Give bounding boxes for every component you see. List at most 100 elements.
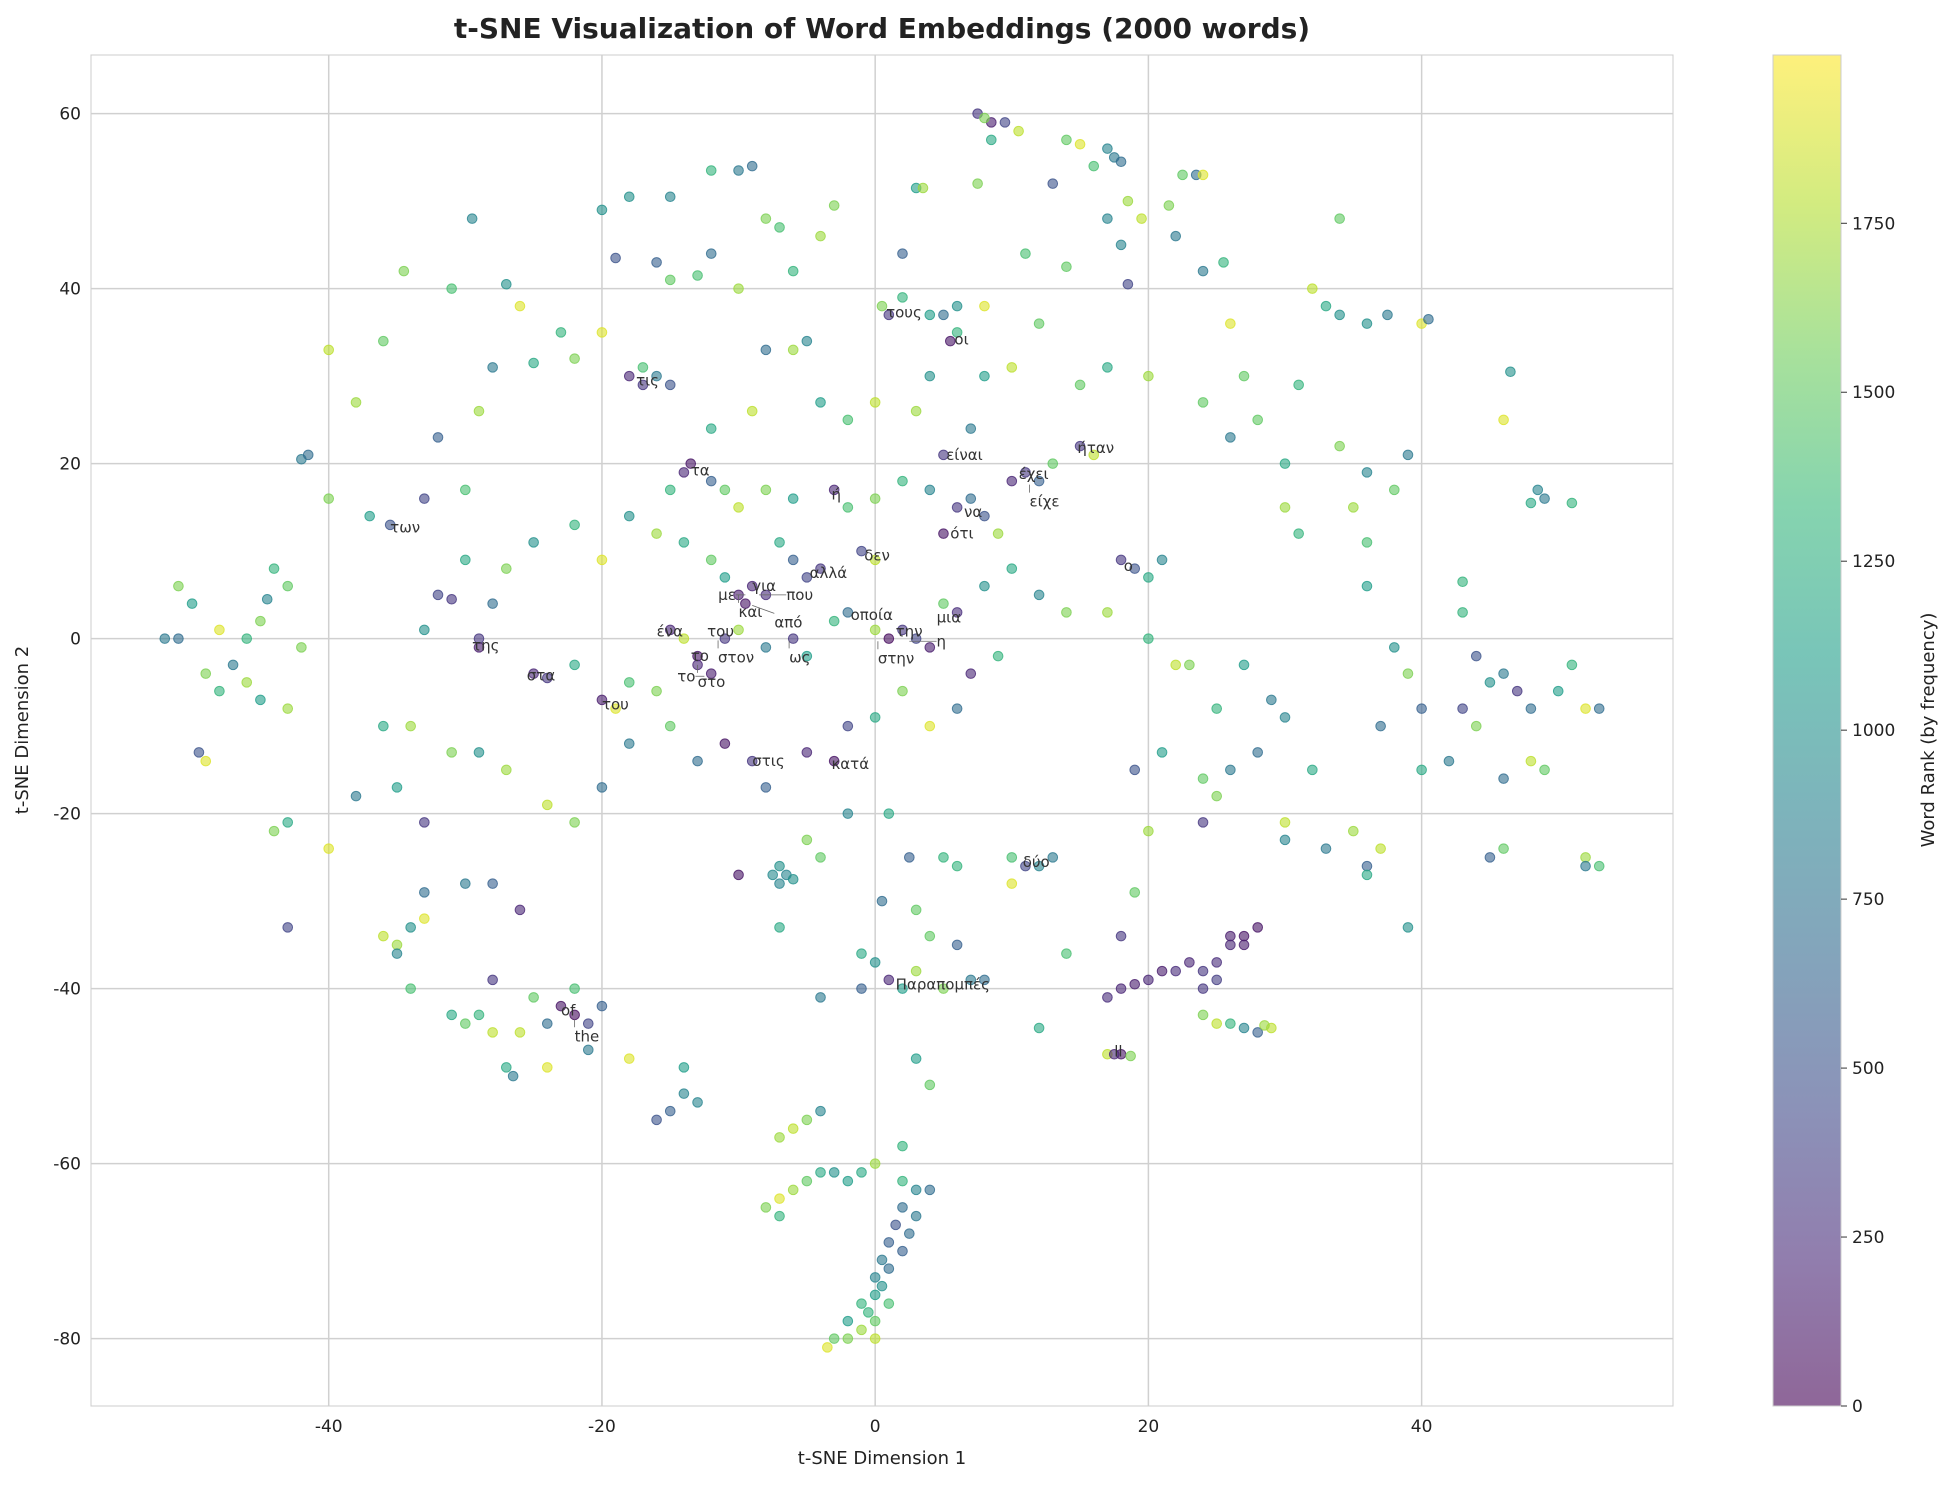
- data-point: [938, 449, 949, 461]
- data-point: [1047, 852, 1059, 863]
- data-point: [760, 344, 772, 356]
- data-point: [1498, 843, 1509, 854]
- data-point: [828, 200, 840, 211]
- word-label: ήταν: [1077, 439, 1114, 457]
- scatter-points: [159, 108, 1605, 1353]
- data-point: [678, 633, 690, 644]
- data-point: [596, 204, 608, 216]
- data-point: [951, 607, 963, 618]
- data-point: [1102, 362, 1113, 373]
- data-point: [405, 983, 416, 994]
- data-point: [391, 948, 403, 959]
- data-point: [774, 1193, 785, 1204]
- data-point: [842, 607, 854, 618]
- data-point: [323, 843, 335, 854]
- data-point: [528, 357, 539, 369]
- data-point: [1334, 440, 1345, 452]
- data-point: [1136, 213, 1147, 224]
- data-point: [815, 852, 826, 863]
- data-point: [678, 537, 690, 548]
- data-point: [1115, 239, 1127, 251]
- data-point: [1334, 309, 1345, 321]
- data-point: [1197, 983, 1209, 994]
- data-point: [1484, 852, 1496, 863]
- data-point: [705, 668, 717, 679]
- x-tick-label: 0: [870, 1417, 881, 1437]
- word-label: την: [896, 623, 923, 641]
- data-point: [1498, 773, 1509, 784]
- y-tick-label: -40: [53, 980, 81, 1000]
- data-point: [419, 493, 430, 504]
- data-point: [1122, 278, 1134, 290]
- data-point: [664, 379, 676, 391]
- data-point: [842, 808, 854, 819]
- y-tick-label: -20: [53, 805, 81, 825]
- data-point: [897, 292, 908, 303]
- data-point: [1115, 554, 1127, 566]
- data-point: [979, 112, 990, 124]
- data-point: [1532, 484, 1544, 496]
- word-label: να: [964, 503, 982, 521]
- data-point: [1177, 169, 1188, 181]
- data-point: [951, 502, 963, 513]
- data-point: [664, 274, 676, 286]
- data-point: [979, 974, 990, 986]
- data-point: [1225, 939, 1236, 951]
- data-point: [678, 1062, 690, 1073]
- data-point: [1033, 1022, 1045, 1034]
- data-point: [883, 309, 895, 321]
- data-point: [473, 642, 485, 653]
- word-label: Παραπομπές: [896, 975, 990, 993]
- data-point: [460, 1018, 471, 1029]
- data-point: [1320, 843, 1332, 854]
- data-point: [883, 1263, 895, 1274]
- data-point: [391, 782, 403, 793]
- data-point: [1238, 370, 1250, 382]
- data-point: [979, 300, 990, 312]
- data-point: [1163, 200, 1175, 211]
- data-point: [555, 327, 567, 338]
- data-point: [774, 860, 785, 872]
- data-point: [664, 720, 676, 732]
- data-point: [637, 379, 649, 391]
- data-point: [767, 869, 779, 881]
- data-point: [596, 554, 608, 566]
- data-point: [883, 1298, 895, 1309]
- data-point: [1102, 607, 1113, 618]
- data-point: [801, 650, 813, 662]
- data-point: [623, 510, 635, 522]
- data-point: [1102, 992, 1113, 1003]
- data-point: [1416, 703, 1427, 714]
- data-point: [1156, 554, 1168, 566]
- data-point: [842, 414, 854, 426]
- data-point: [1484, 677, 1496, 688]
- data-point: [1211, 1018, 1223, 1029]
- data-point: [569, 659, 580, 671]
- data-point: [1423, 313, 1434, 325]
- data-point: [1238, 659, 1250, 671]
- data-point: [1197, 169, 1209, 181]
- data-point: [869, 397, 881, 408]
- data-point: [897, 1175, 908, 1187]
- data-point: [1047, 458, 1059, 469]
- data-point: [610, 703, 621, 714]
- data-point: [760, 782, 772, 793]
- data-point: [1402, 668, 1414, 679]
- data-point: [1279, 834, 1291, 846]
- word-label: δύο: [1023, 853, 1050, 871]
- data-point: [869, 624, 881, 636]
- data-point: [173, 580, 184, 592]
- data-point: [1033, 589, 1045, 601]
- data-point: [815, 992, 826, 1003]
- data-point: [1197, 817, 1209, 828]
- data-point: [897, 248, 908, 259]
- data-point: [897, 624, 908, 636]
- word-label: του: [707, 623, 734, 641]
- data-point: [897, 1140, 908, 1152]
- data-point: [1156, 747, 1168, 758]
- data-point: [1020, 248, 1031, 259]
- data-point: [466, 213, 478, 224]
- data-point: [733, 165, 744, 176]
- word-label: στα: [527, 666, 556, 684]
- data-point: [801, 335, 813, 347]
